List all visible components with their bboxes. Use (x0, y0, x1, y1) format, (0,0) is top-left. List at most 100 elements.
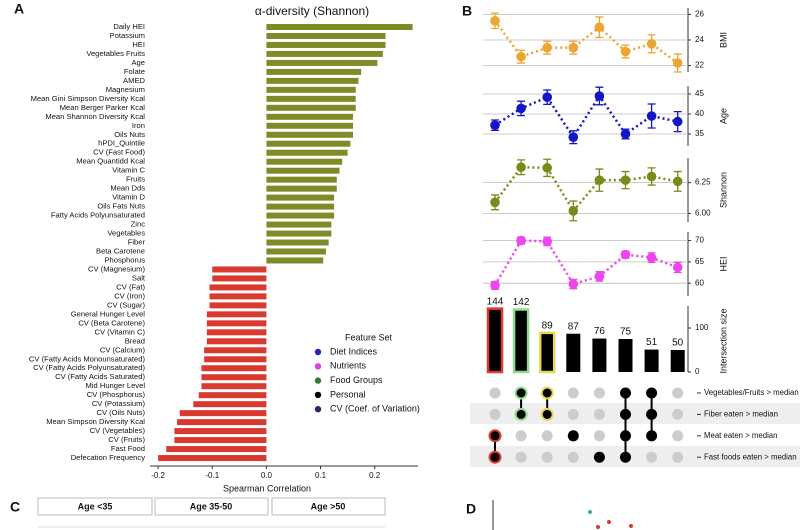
matrix-dot (541, 451, 553, 463)
matrix-dot (646, 451, 658, 463)
set-label: Vegetables/Fruits > median (704, 388, 799, 397)
bar (266, 203, 335, 210)
matrix-dot (567, 408, 579, 420)
point (672, 58, 683, 68)
x-tick-label: 0.0 (261, 471, 273, 480)
point (516, 51, 526, 62)
matrix-dot (488, 429, 502, 443)
bar (266, 140, 351, 147)
bar (266, 221, 332, 228)
matrix-dot (514, 386, 528, 400)
value-label: 89 (542, 320, 554, 331)
matrix-dot (593, 430, 605, 442)
y-tick-label: Vegetables (107, 229, 145, 238)
matrix-dot (620, 451, 631, 463)
matrix-dot (541, 430, 553, 442)
header-box (154, 497, 269, 516)
matrix-dot (540, 407, 554, 421)
bar (174, 428, 267, 435)
bar (206, 320, 267, 327)
point (594, 271, 605, 282)
matrix-dot (489, 408, 501, 420)
y-tick-label: CV (Magnesium) (88, 264, 145, 273)
bar (266, 176, 337, 183)
matrix-dot (672, 408, 684, 420)
bar (266, 230, 332, 237)
point (490, 197, 500, 208)
y-tick-label: Vitamin D (112, 193, 145, 202)
bar (201, 383, 267, 390)
bar (266, 32, 386, 39)
row-shade (470, 403, 800, 424)
y-tick-label: Mean Quantidd Kcal (76, 157, 145, 166)
point (588, 510, 592, 514)
y-tick-label: CV (Calcium) (100, 345, 146, 354)
bar (201, 365, 267, 372)
x-tick-label: -0.1 (205, 471, 219, 480)
bar (193, 401, 267, 408)
x-tick-label: 0.1 (315, 471, 327, 480)
bar (592, 338, 607, 372)
y-tick-label: HEI (132, 40, 145, 49)
y-tick-label: Vitamin C (112, 166, 145, 175)
bar (266, 104, 356, 111)
y-tick-label: Mean Simpson Diversity Kcal (46, 417, 145, 426)
matrix-dot (620, 430, 631, 442)
y-tick-label: 35 (695, 129, 704, 138)
bar (266, 59, 378, 66)
point (594, 22, 605, 32)
matrix-dot (593, 408, 605, 420)
y-tick-label: CV (Fatty Acids Saturated) (55, 372, 145, 381)
bar (177, 419, 267, 426)
y-tick-label: 70 (695, 236, 704, 245)
y-tick-label: CV (Fatty Acids Polyunsaturated) (33, 363, 145, 372)
y-tick-label: Zinc (131, 220, 146, 229)
legend-marker (314, 363, 322, 370)
matrix-dot (593, 451, 605, 463)
value-label: 50 (672, 338, 684, 349)
point (542, 163, 552, 173)
set-label: Meat eaten > median (704, 431, 777, 440)
y-tick-label: General Hunger Level (71, 309, 146, 318)
bar (266, 113, 354, 120)
set-label: Fast foods eaten > median (704, 452, 797, 461)
matrix-dot (488, 450, 502, 464)
y-tick-label: Salt (132, 273, 146, 282)
bar (201, 374, 267, 381)
bar (266, 239, 329, 246)
bar (179, 410, 267, 417)
bar (266, 131, 354, 138)
matrix-dot (540, 386, 554, 400)
y-tick-label: Daily HEI (113, 22, 145, 31)
bar (486, 307, 504, 374)
y-tick-label: 6.25 (695, 178, 711, 187)
bar (166, 446, 267, 453)
y-tick-label: 6.00 (695, 208, 711, 217)
point (594, 91, 605, 101)
point (646, 252, 657, 263)
bar (204, 356, 267, 363)
legend-label: Personal (330, 389, 366, 399)
matrix-dot (672, 430, 684, 442)
y-tick-label: CV (Sugar) (107, 300, 145, 309)
point (490, 280, 500, 291)
value-label: 51 (646, 337, 658, 348)
value-label: 144 (487, 296, 504, 307)
y-tick-label: Beta Carotene (96, 247, 145, 256)
point (620, 46, 631, 57)
bar (512, 308, 530, 374)
legend-label: CV (Coef. of Variation) (330, 404, 420, 414)
point (490, 120, 500, 130)
y-tick-label: Fatty Acids Polyunsaturated (51, 211, 145, 220)
bar (266, 158, 343, 165)
bar (206, 311, 267, 318)
point (672, 176, 683, 187)
chart-title: α-diversity (Shannon) (255, 4, 369, 18)
y-axis-label: Intersection size (718, 308, 728, 373)
bar (209, 293, 267, 300)
value-label: 75 (620, 327, 632, 338)
y-tick-label: CV (Iron) (114, 291, 145, 300)
row-shade (470, 446, 800, 467)
bar (266, 122, 354, 129)
legend-label: Food Groups (330, 375, 383, 385)
